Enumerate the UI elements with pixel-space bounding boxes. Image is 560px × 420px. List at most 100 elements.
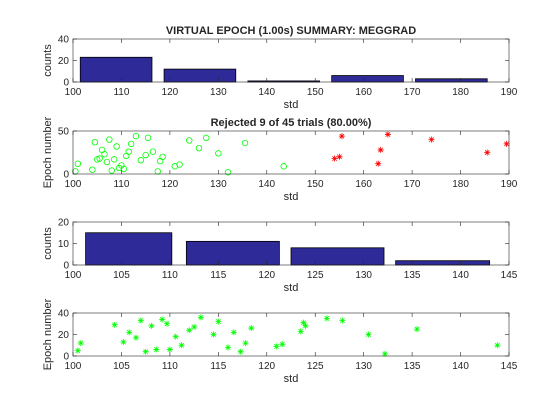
y-axis-label: counts [42,227,54,260]
x-axis-label: std [284,191,299,203]
x-tick-label: 115 [210,361,226,372]
data-point [241,139,249,147]
histogram-bar [163,68,237,83]
y-tick-label: 0 [63,261,69,272]
data-point [132,334,139,341]
data-point [225,344,232,351]
data-point [237,348,244,355]
data-point [172,333,179,340]
data-point [365,331,372,338]
histogram-bar [79,56,153,83]
data-point [300,319,307,326]
data-point [74,160,82,167]
x-tick-label: 110 [162,270,178,281]
x-tick-label: 125 [307,270,324,281]
data-point [186,137,193,144]
data-point [144,134,152,142]
x-tick-label: 120 [258,361,275,372]
x-tick-label: 180 [452,87,469,98]
data-point [279,341,286,348]
x-tick-label: 105 [113,270,130,281]
x-tick-label: 100 [65,270,82,281]
data-point [302,322,309,329]
data-point [159,316,166,323]
x-tick-label: 130 [355,270,372,281]
data-point [74,347,81,354]
x-tick-label: 170 [404,179,421,190]
data-point [484,149,491,156]
y-tick-label: 20 [58,56,70,67]
chart-title: Rejected 9 of 45 trials (80.00%) [211,117,372,129]
data-point [111,321,118,328]
y-axis-label: counts [42,44,54,77]
x-tick-label: 110 [113,179,129,190]
plot-area [73,313,509,356]
x-tick-label: 120 [162,87,179,98]
x-tick-label: 180 [452,179,469,190]
data-point [94,156,101,163]
data-point [336,153,343,160]
data-point [166,346,173,353]
y-tick-label: 40 [58,309,70,320]
x-tick-label: 140 [452,361,469,372]
data-point [413,326,420,333]
x-tick-label: 140 [258,87,275,98]
histogram-bar [395,260,491,266]
data-point [273,343,280,350]
data-point [101,151,108,158]
data-point [215,318,222,325]
x-tick-label: 145 [501,361,518,372]
data-point [197,314,204,321]
histogram-panel-1: 100 110 120 130 140 150 160 170 180 190 0 20 40 std co… [42,25,518,111]
data-point [106,136,113,143]
data-point [494,342,501,349]
data-point [280,163,287,170]
x-tick-label: 105 [113,361,130,372]
x-tick-label: 120 [162,179,179,190]
x-tick-label: 100 [65,179,82,190]
x-tick-label: 110 [113,87,129,98]
x-tick-label: 100 [65,361,82,372]
data-point [224,169,232,176]
data-point [331,155,338,162]
histogram-bar [290,247,385,266]
data-point [230,329,237,336]
data-point [137,157,145,164]
scatter-panel-2: 100 105 110 115 120 125 130 135 140 145 0 20 40 std Ep… [42,298,518,385]
x-tick-label: 150 [307,87,324,98]
data-point [120,339,127,346]
data-point [338,133,345,140]
x-tick-label: 145 [501,270,518,281]
data-point [377,146,384,153]
y-tick-label: 0 [63,170,69,181]
data-point [191,323,198,330]
x-tick-label: 115 [210,270,226,281]
histogram-panel-2: 100 105 110 115 120 125 130 135 140 145 0 10 20 std co… [42,218,518,295]
data-point [339,317,346,324]
data-point [159,153,166,160]
data-point [142,151,149,159]
histogram-bar [415,78,488,83]
data-point [153,346,160,353]
data-point [375,160,382,167]
data-point [77,340,84,347]
data-point [91,138,98,146]
data-point [163,320,170,327]
scatter-panel-1: 100 110 120 130 140 150 160 170 180 190 0 50 std Epoc… [42,116,518,203]
data-point [384,131,391,138]
x-tick-label: 140 [452,270,469,281]
histogram-bar [85,232,173,266]
data-point [428,136,435,143]
x-tick-label: 140 [258,179,275,190]
x-axis-label: std [284,99,299,111]
y-axis-label: Epoch number [42,116,54,188]
data-point [103,158,111,166]
y-tick-label: 0 [63,78,69,89]
data-point [89,166,96,173]
y-tick-label: 20 [58,330,70,341]
data-point [132,132,140,140]
data-point [176,161,183,168]
histogram-bar [331,75,404,83]
data-point [108,167,115,174]
x-tick-label: 125 [307,361,324,372]
